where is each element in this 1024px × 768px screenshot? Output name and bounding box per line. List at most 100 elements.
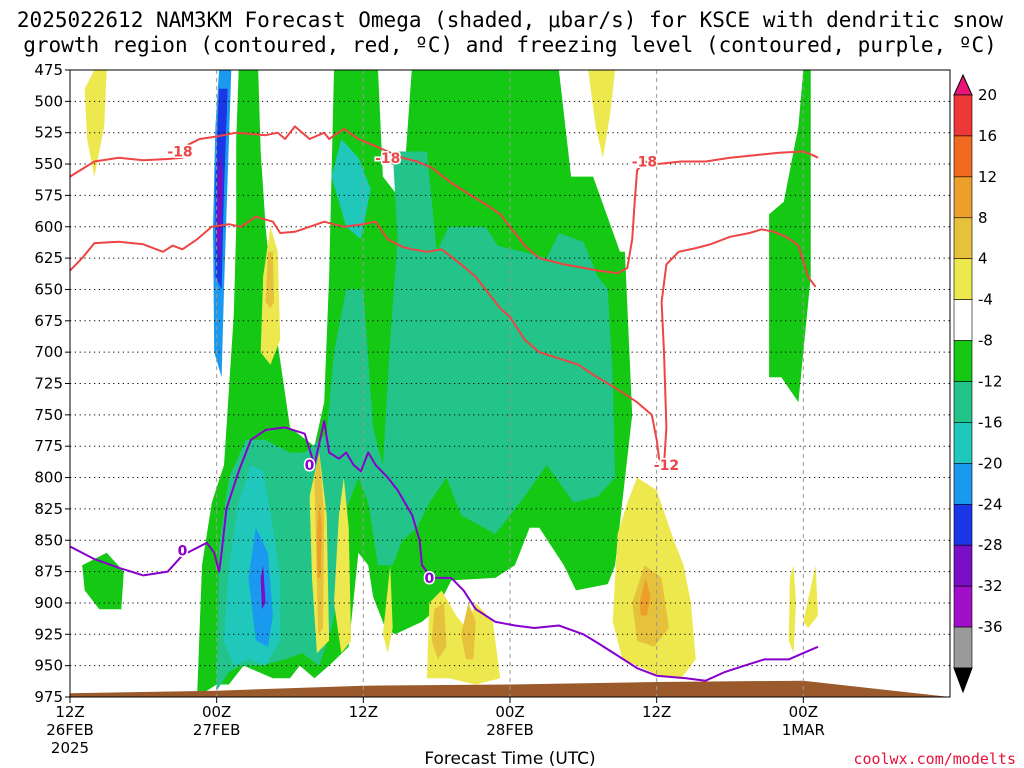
omega-shade-region-7-0 xyxy=(84,70,107,177)
omega-shade-region-3-1 xyxy=(331,139,371,240)
colorbar-bin-9 xyxy=(953,422,973,464)
x-tick-label-18-2: 28FEB xyxy=(486,721,533,739)
colorbar-bin-2 xyxy=(953,135,973,178)
omega-shade-region-8-0 xyxy=(265,251,275,309)
y-tick-label-575: 575 xyxy=(34,186,63,204)
colorbar-bin-8 xyxy=(953,381,973,423)
x-tick-label-0-3: 2025 xyxy=(51,739,89,757)
y-tick-label-625: 625 xyxy=(34,249,63,267)
colorbar-bottom-arrow xyxy=(953,667,973,694)
x-axis-label: Forecast Time (UTC) xyxy=(424,749,595,768)
x-tick-label-18-1: 00Z xyxy=(495,703,524,721)
contour-label-4: 0 xyxy=(178,543,188,559)
y-tick-label-650: 650 xyxy=(34,280,63,298)
contour-label-0: -18 xyxy=(167,145,192,161)
colorbar-bin-13 xyxy=(953,585,973,628)
y-tick-label-950: 950 xyxy=(34,657,63,675)
colorbar-label-6: -8 xyxy=(978,332,993,350)
y-tick-label-600: 600 xyxy=(34,218,63,236)
y-tick-label-975: 975 xyxy=(34,688,63,706)
contour-labels: -18 -18 -18 -12 0 0 0 xyxy=(166,143,681,588)
grid-lines xyxy=(70,70,950,697)
x-tick-label-30-2: 1MAR xyxy=(782,721,825,739)
x-tick-label-30-1: 00Z xyxy=(789,703,818,721)
omega-shade-region-7-9 xyxy=(803,565,818,628)
x-tick-label-6-2: 27FEB xyxy=(193,721,240,739)
colorbar-label-5: -4 xyxy=(978,291,993,309)
omega-shade-region-7-2 xyxy=(334,477,352,654)
y-tick-label-750: 750 xyxy=(34,406,63,424)
omega-shade-region-8-4 xyxy=(632,565,669,647)
colorbar-label-12: -32 xyxy=(978,577,1003,595)
credit-text: coolwx.com/modelts xyxy=(853,750,1016,768)
omega-shade-region-1-0 xyxy=(769,70,811,403)
colorbar-bin-7 xyxy=(953,340,973,382)
contour-label-5: 0 xyxy=(305,458,315,474)
y-tick-label-675: 675 xyxy=(34,312,63,330)
contour-label-3: -12 xyxy=(654,458,679,474)
omega-shade-region-6-1 xyxy=(260,565,266,610)
colorbar-legend: 20 16 12 8 4 -4 -8 -12 -16 -20 -24 -28 -32 -36 xyxy=(953,73,1003,694)
y-tick-label-700: 700 xyxy=(34,343,63,361)
colorbar-label-2: 12 xyxy=(978,168,997,186)
colorbar-label-10: -24 xyxy=(978,495,1003,513)
x-tick-label-12-1: 12Z xyxy=(349,703,378,721)
omega-shade-region-9-0 xyxy=(316,502,322,578)
y-tick-label-475: 475 xyxy=(34,61,63,79)
colorbar-bin-1 xyxy=(953,94,973,137)
x-tick-label-24-1: 12Z xyxy=(642,703,671,721)
y-tick-label-525: 525 xyxy=(34,124,63,142)
contour-label-2: -18 xyxy=(632,155,657,171)
y-tick-label-900: 900 xyxy=(34,594,63,612)
colorbar-label-9: -20 xyxy=(978,454,1003,472)
omega-shade-region-8-3 xyxy=(461,602,476,660)
colorbar-bin-14 xyxy=(953,626,973,669)
colorbar-label-13: -36 xyxy=(978,618,1003,636)
colorbar-bin-10 xyxy=(953,463,973,505)
contour-lines xyxy=(70,125,819,682)
y-axis-pressure: 475 500 525 550 575 600 625 650 675 700 725 750 775 8… xyxy=(34,61,70,706)
colorbar-bin-4 xyxy=(953,217,973,260)
omega-shade-region-4-1 xyxy=(248,527,273,647)
y-tick-label-725: 725 xyxy=(34,375,63,393)
x-tick-label-0-1: 12Z xyxy=(55,703,84,721)
colorbar-bin-3 xyxy=(953,176,973,219)
contour-label-6: 0 xyxy=(424,571,434,587)
y-tick-label-850: 850 xyxy=(34,531,63,549)
y-tick-label-825: 825 xyxy=(34,500,63,518)
omega-shade-region-7-5 xyxy=(788,565,796,654)
contour-label-1: -18 xyxy=(375,151,400,167)
x-tick-label-6-1: 00Z xyxy=(202,703,231,721)
omega-shade-region-9-1 xyxy=(639,577,651,616)
omega-shade-region-6-0 xyxy=(216,151,223,265)
y-tick-label-800: 800 xyxy=(34,469,63,487)
contour-line-2 xyxy=(70,420,819,682)
plot-area: -18 -18 -18 -12 0 0 0 xyxy=(70,70,950,697)
colorbar-top-arrow xyxy=(953,73,973,96)
colorbar-label-4: 4 xyxy=(978,250,988,268)
y-tick-label-500: 500 xyxy=(34,92,63,110)
colorbar-label-0: 20 xyxy=(978,86,997,104)
x-tick-label-0-2: 26FEB xyxy=(46,721,93,739)
colorbar-label-3: 8 xyxy=(978,209,988,227)
colorbar-label-7: -12 xyxy=(978,373,1003,391)
contour-line-1 xyxy=(70,215,817,466)
colorbar-bin-12 xyxy=(953,544,973,587)
contour-line-0 xyxy=(70,125,819,275)
colorbar-label-11: -28 xyxy=(978,536,1003,554)
y-tick-label-775: 775 xyxy=(34,437,63,455)
colorbar-bin-5 xyxy=(953,258,973,300)
colorbar-bin-6 xyxy=(953,299,973,341)
chart-title-line-1: 2025022612 NAM3KM Forecast Omega (shaded… xyxy=(17,8,1004,32)
colorbar-label-1: 16 xyxy=(978,127,997,145)
omega-shade-region-7-8 xyxy=(382,565,393,654)
y-tick-label-925: 925 xyxy=(34,625,63,643)
omega-shade-region-7-6 xyxy=(588,70,616,158)
colorbar-label-8: -16 xyxy=(978,413,1003,431)
omega-shade-region-8-2 xyxy=(431,602,447,660)
colorbar-bin-11 xyxy=(953,503,973,546)
chart-title-line-2: growth region (contoured, red, ºC) and f… xyxy=(23,33,997,57)
y-tick-label-550: 550 xyxy=(34,155,63,173)
